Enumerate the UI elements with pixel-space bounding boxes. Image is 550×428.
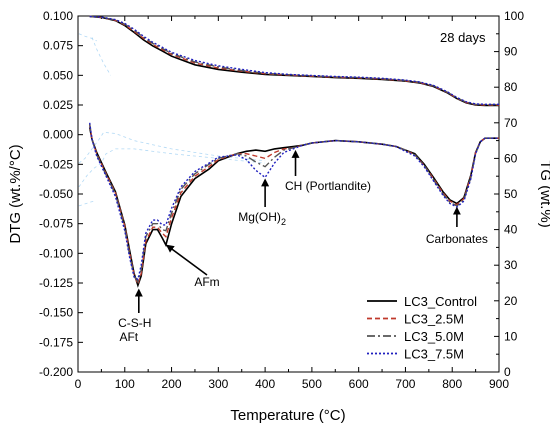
- faint-trace-0: [78, 131, 266, 164]
- series-dtg-LC3_2.5M: [89, 125, 499, 287]
- x-tick-label: 900: [489, 377, 509, 391]
- axis-ticks: 0 100 200 300 400 500 600 700 800 9000.1000.0750.…: [39, 9, 524, 391]
- x-tick-label: 0: [75, 377, 82, 391]
- x-tick-label: 700: [395, 377, 415, 391]
- y-right-tick-label: 70: [504, 116, 518, 130]
- annotation-mgoh2-subscript: 2: [281, 217, 286, 227]
- y-right-tick-label: 50: [504, 187, 518, 201]
- faint-trace-4: [78, 200, 95, 207]
- y-left-tick-label: 0.075: [43, 39, 73, 53]
- y-left-tick-label: 0.100: [43, 9, 73, 23]
- annotation-mgoh2: Mg(OH)2: [238, 210, 286, 227]
- y-left-tick-label: 0.000: [43, 128, 73, 142]
- y-right-tick-label: 80: [504, 80, 518, 94]
- y-right-tick-label: 20: [504, 294, 518, 308]
- y-right-tick-label: 30: [504, 258, 518, 272]
- y-left-tick-label: 0.050: [43, 68, 73, 82]
- y-left-tick-label: -0.125: [39, 276, 73, 290]
- arrow-afm: [165, 244, 208, 276]
- chart-annotation-title: 28 days: [440, 30, 486, 45]
- faint-trace-2: [78, 33, 97, 42]
- legend: LC3_Control LC3_2.5M LC3_5.0M LC3_7.5M: [367, 294, 477, 362]
- y-right-axis-title: TG (wt.%): [537, 160, 550, 228]
- x-axis-title: Temperature (°C): [230, 407, 345, 424]
- legend-label-LC3_7.5M: LC3_7.5M: [404, 347, 464, 362]
- y-right-tick-label: 0: [504, 365, 511, 379]
- x-tick-label: 300: [208, 377, 228, 391]
- x-tick-label: 500: [302, 377, 322, 391]
- legend-label-LC3_Control: LC3_Control: [404, 294, 477, 309]
- y-left-axis-title: DTG (wt.%/°C): [7, 144, 24, 243]
- y-left-tick-label: -0.150: [39, 306, 73, 320]
- series-tg-LC3_Control: [89, 15, 499, 107]
- y-left-tick-label: -0.025: [39, 157, 73, 171]
- series-tg-LC3_2.5M: [89, 15, 499, 106]
- annotation-aft: AFt: [119, 330, 138, 344]
- y-right-tick-label: 100: [504, 9, 524, 23]
- annotation-csh: C-S-H: [118, 316, 151, 330]
- legend-label-LC3_2.5M: LC3_2.5M: [404, 312, 464, 327]
- x-tick-label: 100: [115, 377, 135, 391]
- data-series: [88, 15, 499, 288]
- y-right-tick-label: 10: [504, 329, 518, 343]
- y-left-tick-label: 0.025: [43, 98, 73, 112]
- annotation-ch: CH (Portlandite): [285, 179, 371, 193]
- annotation-afm: AFm: [194, 275, 219, 289]
- y-left-tick-label: -0.175: [39, 335, 73, 349]
- x-tick-label: 600: [349, 377, 369, 391]
- x-tick-label: 400: [255, 377, 275, 391]
- y-left-tick-label: -0.075: [39, 217, 73, 231]
- faint-background-traces: [78, 33, 266, 207]
- legend-label-LC3_5.0M: LC3_5.0M: [404, 329, 464, 344]
- series-tg-LC3_7.5M: [89, 15, 499, 106]
- series-tg-LC3_5.0M: [89, 15, 499, 106]
- faint-trace-3: [91, 37, 112, 76]
- series-dtg-LC3_5.0M: [89, 123, 499, 284]
- x-tick-label: 800: [442, 377, 462, 391]
- y-left-tick-label: -0.050: [39, 187, 73, 201]
- series-dtg-LC3_7.5M: [89, 122, 499, 281]
- annotation-carbonates: Carbonates: [426, 232, 488, 246]
- y-right-tick-label: 40: [504, 223, 518, 237]
- x-tick-label: 200: [162, 377, 182, 391]
- series-dtg-LC3_Control: [88, 127, 499, 288]
- y-right-tick-label: 60: [504, 151, 518, 165]
- faint-trace-1: [78, 148, 266, 188]
- y-left-tick-label: -0.200: [39, 365, 73, 379]
- y-left-tick-label: -0.100: [39, 246, 73, 260]
- y-right-tick-label: 90: [504, 45, 518, 59]
